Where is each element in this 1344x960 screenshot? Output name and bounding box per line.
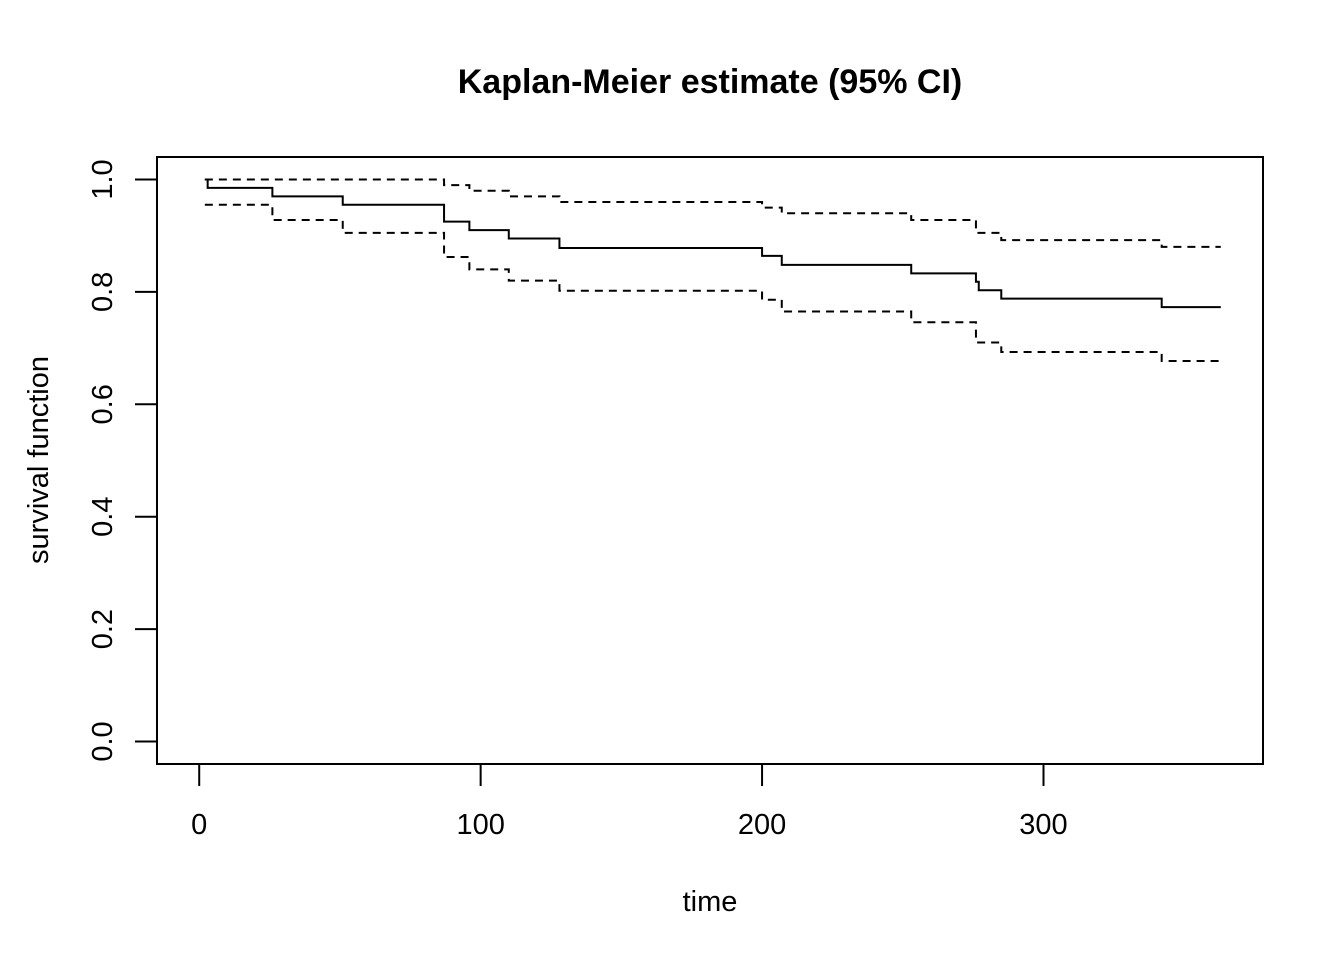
x-axis-label: time [683,886,738,918]
chart-title: Kaplan-Meier estimate (95% CI) [458,63,963,101]
y-tick-label: 1.0 [87,159,119,199]
x-tick-label: 100 [456,809,504,841]
y-tick-label: 0.0 [87,721,119,761]
km-estimate-line [204,178,1221,309]
series-group [204,178,1221,363]
y-tick-label: 0.2 [87,609,119,649]
x-tick-label: 0 [191,809,207,841]
ci-lower-line [204,203,1221,363]
ci-upper-line [204,178,1221,248]
x-tick-label: 300 [1019,809,1067,841]
y-tick-label: 0.6 [87,384,119,424]
y-tick-label: 0.4 [87,497,119,537]
y-axis-label: survival function [23,356,55,564]
y-tick-label: 0.8 [87,272,119,312]
axis-ticks: 0 100 200 300 0.0 0.2 0.4 0.6 0.8 1.0 [87,159,1068,841]
x-tick-label: 200 [738,809,786,841]
